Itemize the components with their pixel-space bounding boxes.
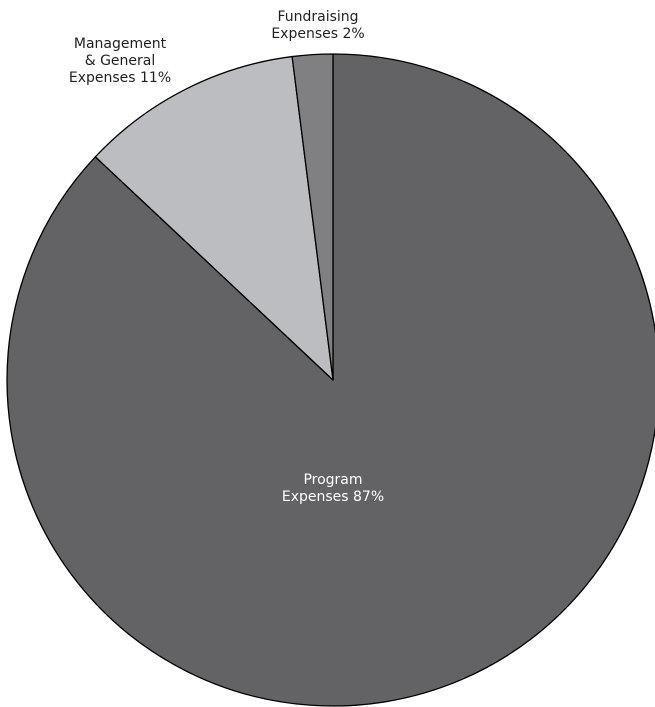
- pie-label-line: Expenses 2%: [271, 26, 364, 42]
- pie-label-line: Expenses 11%: [69, 70, 171, 86]
- pie-label-management-general-expenses: Management & General Expenses 11%: [69, 36, 171, 86]
- pie-label-line: Expenses 87%: [282, 489, 384, 505]
- pie-label-line: Fundraising: [277, 9, 358, 25]
- pie-slice-program-expenses: [6, 53, 655, 707]
- pie-label-line: & General: [85, 53, 156, 69]
- pie-label-program-expenses: Program Expenses 87%: [282, 472, 384, 505]
- pie-slices: [6, 53, 655, 707]
- pie-label-line: Program: [303, 472, 362, 488]
- pie-label-fundraising-expenses: Fundraising Expenses 2%: [271, 9, 364, 42]
- pie-slice-management-general-expenses: [94, 55, 334, 381]
- pie-label-line: Management: [74, 36, 167, 52]
- pie-slice-fundraising-expenses: [291, 53, 334, 381]
- pie-labels: Program Expenses 87%Management & General Ex…: [69, 9, 384, 505]
